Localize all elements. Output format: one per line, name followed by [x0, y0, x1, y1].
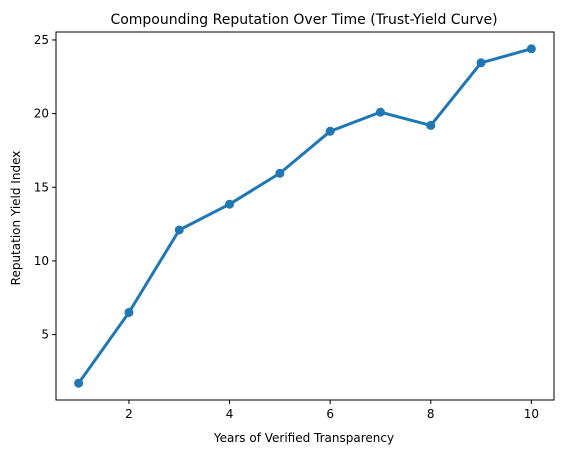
data-point	[174, 225, 184, 235]
series-layer	[74, 44, 536, 388]
data-point	[375, 107, 385, 117]
y-tick-label: 15	[34, 180, 49, 194]
x-axis-ticks: 2 4 6 8 10	[125, 400, 539, 421]
data-point	[476, 58, 486, 68]
y-tick-label: 10	[34, 254, 49, 268]
data-point	[225, 199, 235, 209]
data-point	[275, 168, 285, 178]
x-tick-label: 2	[125, 407, 133, 421]
data-point	[426, 120, 436, 130]
data-point	[526, 44, 536, 54]
data-point	[325, 126, 335, 136]
plot-area	[55, 31, 555, 401]
y-axis-ticks: 5 10 15 20 25	[34, 33, 56, 342]
x-tick-label: 8	[427, 407, 435, 421]
data-point	[74, 378, 84, 388]
data-point	[124, 307, 134, 317]
x-tick-label: 4	[226, 407, 234, 421]
x-tick-label: 6	[326, 407, 334, 421]
x-tick-label: 10	[524, 407, 539, 421]
plot-frame	[55, 31, 555, 401]
y-tick-label: 20	[34, 107, 49, 121]
y-tick-label: 5	[41, 328, 49, 342]
x-axis-label: Years of Verified Transparency	[213, 431, 394, 445]
y-tick-label: 25	[34, 33, 49, 47]
series-line	[77, 47, 533, 385]
chart-title: Compounding Reputation Over Time (Trust-…	[110, 12, 497, 28]
y-axis-label: Reputation Yield Index	[9, 151, 23, 286]
